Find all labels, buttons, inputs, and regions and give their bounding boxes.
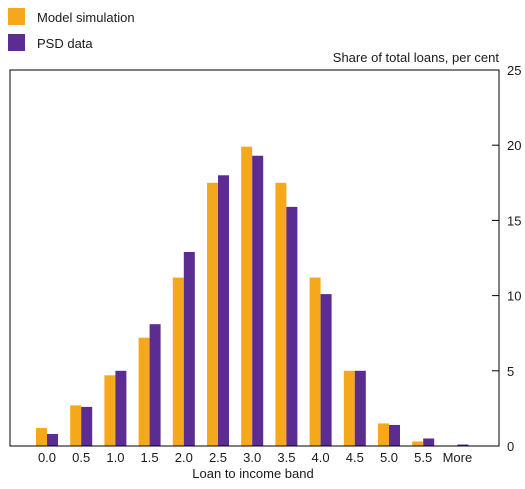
bar-model-3.0: [241, 146, 253, 447]
legend-label-model: Model simulation: [37, 10, 135, 25]
x-tick-label-3.0: 3.0: [243, 450, 261, 465]
bar-model-3.5: [275, 182, 287, 447]
bar-model-1.0: [104, 375, 116, 446]
x-tick-label-4.0: 4.0: [312, 450, 330, 465]
x-tick-label-More: More: [443, 450, 473, 465]
x-tick-label-3.5: 3.5: [277, 450, 295, 465]
plot-frame: [9, 69, 500, 447]
bar-psd-2.5: [218, 175, 229, 446]
bar-psd-3.5: [286, 206, 298, 446]
bar-model-5.5: [412, 441, 424, 446]
bar-psd-0.0: [47, 433, 58, 446]
legend-swatch-model: [8, 8, 25, 25]
bar-psd-4.0: [320, 294, 332, 446]
bar-model-0.0: [36, 427, 47, 446]
bar-psd-0.5: [81, 406, 93, 446]
y-tick-label-0: 0: [507, 439, 514, 454]
x-tick-label-2.5: 2.5: [209, 450, 227, 465]
x-tick-label-1.0: 1.0: [106, 450, 124, 465]
y-ticks: 0 5 10 15 20 25: [492, 63, 521, 454]
x-tick-label-0.0: 0.0: [38, 450, 56, 465]
bar-model-4.0: [309, 277, 321, 446]
bar-psd-5.5: [423, 438, 435, 446]
x-axis-label: Loan to income band: [192, 466, 313, 481]
bar-model-5.0: [378, 423, 389, 446]
y-tick-label-25: 25: [507, 63, 521, 78]
y-axis-label: Share of total loans, per cent: [333, 50, 500, 65]
bar-model-1.5: [138, 337, 150, 446]
x-tick-label-0.5: 0.5: [72, 450, 90, 465]
x-tick-label-4.5: 4.5: [346, 450, 364, 465]
bar-model-0.5: [70, 405, 82, 446]
x-tick-label-5.0: 5.0: [380, 450, 398, 465]
bar-psd-More: [457, 444, 469, 446]
bar-psd-4.5: [354, 370, 366, 446]
x-tick-label-5.5: 5.5: [414, 450, 432, 465]
x-ticks: 0.0 0.5 1.0 1.5 2.0 2.5 3.0 3.5 4.0 4.5 5.0 5.5 More: [38, 450, 472, 465]
y-tick-label-5: 5: [507, 364, 514, 379]
bar-model-4.5: [343, 370, 355, 446]
y-tick-label-15: 15: [507, 213, 521, 228]
x-tick-label-2.0: 2.0: [175, 450, 193, 465]
legend-swatch-psd: [8, 34, 25, 51]
bar-psd-3.0: [252, 155, 264, 446]
legend: Model simulation PSD data: [8, 8, 135, 51]
x-tick-label-1.5: 1.5: [141, 450, 159, 465]
y-tick-label-20: 20: [507, 138, 521, 153]
bar-psd-2.0: [183, 251, 195, 446]
legend-label-psd: PSD data: [37, 36, 93, 51]
bar-psd-5.0: [389, 424, 400, 446]
bars: [36, 146, 469, 447]
bar-model-2.0: [172, 277, 184, 446]
bar-psd-1.5: [149, 324, 161, 446]
y-tick-label-10: 10: [507, 289, 521, 304]
bar-model-2.5: [207, 182, 218, 447]
bar-psd-1.0: [115, 370, 127, 446]
